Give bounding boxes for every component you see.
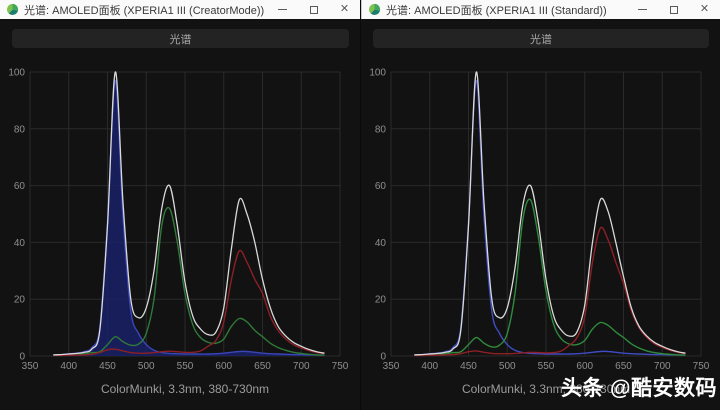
svg-text:600: 600 [215,361,232,372]
svg-text:550: 550 [538,361,555,372]
chart-caption: ColorMunki, 3.3nm, 380-730nm [461,382,631,396]
minimize-icon [638,9,647,10]
series-line-white-total [414,71,686,356]
maximize-icon [669,5,678,14]
close-icon: ✕ [699,3,710,15]
svg-text:650: 650 [254,361,271,372]
watermark: 头条 @酷安数码 [561,372,717,402]
svg-text:550: 550 [177,361,194,372]
spectrum-chart: 350 400 450 500 550 600 650 700 750 0 20 40 60 80 100 [369,68,709,373]
svg-text:20: 20 [14,295,26,306]
svg-text:80: 80 [14,124,26,135]
svg-text:600: 600 [576,361,593,372]
window-controls: ✕ [627,0,720,19]
svg-text:700: 700 [654,361,671,372]
close-button[interactable]: ✕ [329,0,360,19]
svg-text:350: 350 [383,361,400,372]
close-button[interactable]: ✕ [689,0,720,19]
svg-text:40: 40 [375,238,387,249]
svg-text:450: 450 [99,361,116,372]
svg-text:400: 400 [421,361,438,372]
app-logo-icon [368,3,381,16]
svg-text:20: 20 [375,295,387,306]
minimize-button[interactable] [627,0,658,19]
window-title: 光谱: AMOLED面板 (XPERIA1 III (CreatorMode)) [24,4,265,17]
watermark-brand: 头条 [561,377,605,400]
series [414,71,686,357]
series-line-red [53,249,325,357]
grid [390,71,702,357]
titlebar[interactable]: 光谱: AMOLED面板 (XPERIA1 III (Standard)) ✕ [361,0,720,19]
svg-text:40: 40 [14,238,26,249]
spectrum-tab-button[interactable]: 光谱 [373,29,709,48]
axis-labels: 350 400 450 500 550 600 650 700 750 0 20 40 60 80 100 [369,68,709,373]
window-creator-mode: 光谱: AMOLED面板 (XPERIA1 III (CreatorMode))… [0,0,360,396]
chart-caption: ColorMunki, 3.3nm, 380-730nm [100,382,270,396]
svg-text:500: 500 [499,361,516,372]
svg-text:60: 60 [375,181,387,192]
window-title: 光谱: AMOLED面板 (XPERIA1 III (Standard)) [386,4,607,17]
maximize-button[interactable] [658,0,689,19]
spectrum-tab-button[interactable]: 光谱 [12,29,349,48]
svg-text:350: 350 [22,361,39,372]
app-logo-icon [6,3,19,16]
watermark-handle: @酷安数码 [610,377,717,400]
series [53,71,325,357]
series-fill-blue [53,80,325,356]
svg-text:750: 750 [332,361,349,372]
minimize-icon [278,9,287,10]
maximize-button[interactable] [298,0,329,19]
close-icon: ✕ [339,3,350,15]
window-controls: ✕ [267,0,360,19]
svg-text:0: 0 [380,352,386,363]
series-line-green [53,206,325,357]
series-line-white-total [53,71,325,356]
spectrum-chart: 350 400 450 500 550 600 650 700 750 0 20 40 60 80 100 [8,68,348,373]
svg-text:750: 750 [693,361,710,372]
svg-text:0: 0 [19,352,25,363]
axis-labels: 350 400 450 500 550 600 650 700 750 0 20 40 60 80 100 [8,68,348,373]
svg-text:700: 700 [293,361,310,372]
maximize-icon [309,5,318,14]
svg-text:100: 100 [369,68,386,79]
svg-text:60: 60 [14,181,26,192]
svg-text:80: 80 [375,124,387,135]
svg-text:100: 100 [8,68,25,79]
svg-text:450: 450 [460,361,477,372]
minimize-button[interactable] [267,0,298,19]
titlebar[interactable]: 光谱: AMOLED面板 (XPERIA1 III (CreatorMode))… [0,0,360,19]
svg-text:400: 400 [60,361,77,372]
series-line-blue [414,79,686,356]
svg-text:500: 500 [138,361,155,372]
grid [29,71,341,357]
series-line-red [414,226,686,357]
window-standard-mode: 光谱: AMOLED面板 (XPERIA1 III (Standard)) ✕ … [360,0,720,410]
svg-text:650: 650 [615,361,632,372]
series-line-green [414,198,686,357]
